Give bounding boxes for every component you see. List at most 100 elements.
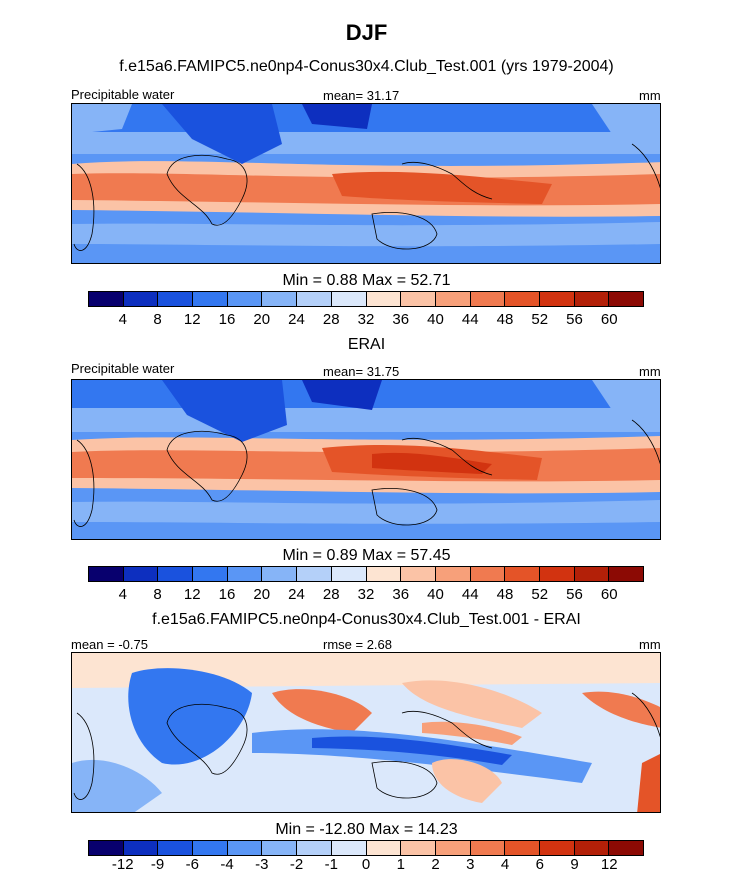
panel-3-mean-label: mean = -0.75 [71, 637, 148, 652]
colorbar-swatch [89, 292, 124, 306]
colorbar-tick-label: 8 [153, 586, 162, 603]
colorbar-swatch [331, 292, 367, 306]
colorbar-swatch [435, 841, 471, 855]
colorbar-tick-label: 52 [531, 311, 549, 328]
colorbar-tick-label: 12 [600, 856, 618, 873]
colorbar-tick-label: 24 [288, 586, 305, 603]
colorbar-swatch [158, 292, 194, 306]
colorbar-tick-label: 32 [357, 311, 375, 328]
colorbar-swatch [539, 292, 575, 306]
colorbar-swatch [193, 292, 228, 306]
colorbar-swatch [331, 567, 367, 581]
panel-2-header: ERAI [347, 336, 386, 353]
panel-1-min-max: Min = 0.88 Max = 52.71 [282, 272, 451, 289]
colorbar-swatch [574, 292, 610, 306]
panel-2-mean-label: mean= 31.75 [323, 364, 400, 379]
panel-3-rmse-label: rmse = 2.68 [323, 637, 393, 652]
figure-title: DJF [345, 20, 388, 45]
colorbar-tick-label: -3 [255, 856, 269, 873]
panel-3-header: f.e15a6.FAMIPC5.ne0np4-Conus30x4.Club_Te… [152, 611, 581, 628]
colorbar-tick-label: 44 [461, 311, 479, 328]
colorbar-tick-label: 32 [357, 586, 375, 603]
colorbar-tick-label: 28 [322, 311, 340, 328]
colorbar-swatch [366, 841, 402, 855]
colorbar-tick-label: 56 [566, 586, 583, 603]
colorbar-swatch [401, 567, 436, 581]
colorbar-tick-label: -6 [185, 856, 199, 873]
colorbar-swatch [470, 567, 506, 581]
colorbar-swatch [227, 292, 263, 306]
panel-1-mean-label: mean= 31.17 [323, 88, 400, 103]
panel-1-colorbar-ticks: 4 8 12 16 20 24 28 32 36 40 44 48 52 56 60 [88, 311, 644, 329]
colorbar-swatch [401, 841, 436, 855]
colorbar-swatch [470, 292, 506, 306]
panel-2-map-svg [72, 380, 660, 539]
colorbar-tick-label: 3 [466, 856, 475, 873]
colorbar-swatch [262, 567, 298, 581]
colorbar-swatch [123, 841, 159, 855]
panel-2-colorbar-ticks: 4 8 12 16 20 24 28 32 36 40 44 48 52 56 60 [88, 586, 644, 604]
colorbar-tick-label: -12 [111, 856, 134, 873]
panel-2-colorbar [88, 566, 644, 582]
colorbar-tick-label: 56 [566, 311, 583, 328]
panel-1-map-svg [72, 104, 660, 263]
colorbar-swatch [89, 567, 124, 581]
colorbar-tick-label: 4 [118, 311, 127, 328]
panel-1-units-label: mm [639, 88, 661, 103]
colorbar-swatch [435, 567, 471, 581]
colorbar-tick-label: 48 [496, 586, 514, 603]
colorbar-swatch [505, 567, 540, 581]
panel-3-colorbar-ticks: -12 -9 -6 -4 -3 -2 -1 0 1 2 3 4 6 9 12 [88, 856, 644, 874]
colorbar-tick-label: 20 [253, 586, 271, 603]
colorbar-swatch [609, 292, 643, 306]
colorbar-tick-label: 24 [288, 311, 305, 328]
colorbar-tick-label: 16 [218, 311, 236, 328]
colorbar-tick-label: -4 [220, 856, 234, 873]
colorbar-swatch [123, 292, 159, 306]
colorbar-swatch [609, 567, 643, 581]
colorbar-tick-label: 0 [361, 856, 371, 873]
colorbar-swatch [539, 567, 575, 581]
colorbar-tick-label: 16 [218, 586, 236, 603]
colorbar-swatch [89, 841, 124, 855]
panel-1-map [71, 103, 661, 264]
colorbar-tick-label: 44 [461, 586, 479, 603]
colorbar-swatch [505, 841, 540, 855]
panel-2-left-label: Precipitable water [71, 361, 175, 376]
colorbar-swatch [401, 292, 436, 306]
colorbar-swatch [158, 567, 194, 581]
colorbar-tick-label: 4 [500, 856, 510, 873]
colorbar-tick-label: 6 [535, 856, 544, 873]
panel-3-units-label: mm [639, 637, 661, 652]
colorbar-swatch [193, 841, 228, 855]
colorbar-tick-label: -2 [289, 856, 304, 873]
colorbar-swatch [574, 567, 610, 581]
colorbar-swatch [539, 841, 575, 855]
colorbar-tick-label: 52 [531, 586, 549, 603]
colorbar-tick-label: 36 [392, 586, 410, 603]
colorbar-swatch [505, 292, 540, 306]
colorbar-swatch [297, 292, 332, 306]
colorbar-swatch [366, 292, 402, 306]
panel-1-header: f.e15a6.FAMIPC5.ne0np4-Conus30x4.Club_Te… [119, 58, 614, 75]
colorbar-swatch [609, 841, 643, 855]
colorbar-tick-label: 12 [183, 311, 201, 328]
colorbar-tick-label: 40 [427, 586, 444, 603]
colorbar-tick-label: -9 [150, 856, 165, 873]
colorbar-swatch [262, 292, 298, 306]
colorbar-tick-label: 20 [253, 311, 271, 328]
colorbar-swatch [262, 841, 298, 855]
colorbar-swatch [297, 841, 332, 855]
panel-3-map-svg [72, 653, 660, 812]
panel-3-colorbar [88, 840, 644, 856]
panel-2-map [71, 379, 661, 540]
colorbar-swatch [331, 841, 367, 855]
colorbar-swatch [297, 567, 332, 581]
panel-3-min-max: Min = -12.80 Max = 14.23 [275, 821, 458, 838]
colorbar-tick-label: 60 [600, 311, 618, 328]
colorbar-tick-label: 4 [118, 586, 127, 603]
colorbar-tick-label: 60 [600, 586, 618, 603]
colorbar-swatch [366, 567, 402, 581]
panel-1-colorbar [88, 291, 644, 307]
colorbar-swatch [574, 841, 610, 855]
